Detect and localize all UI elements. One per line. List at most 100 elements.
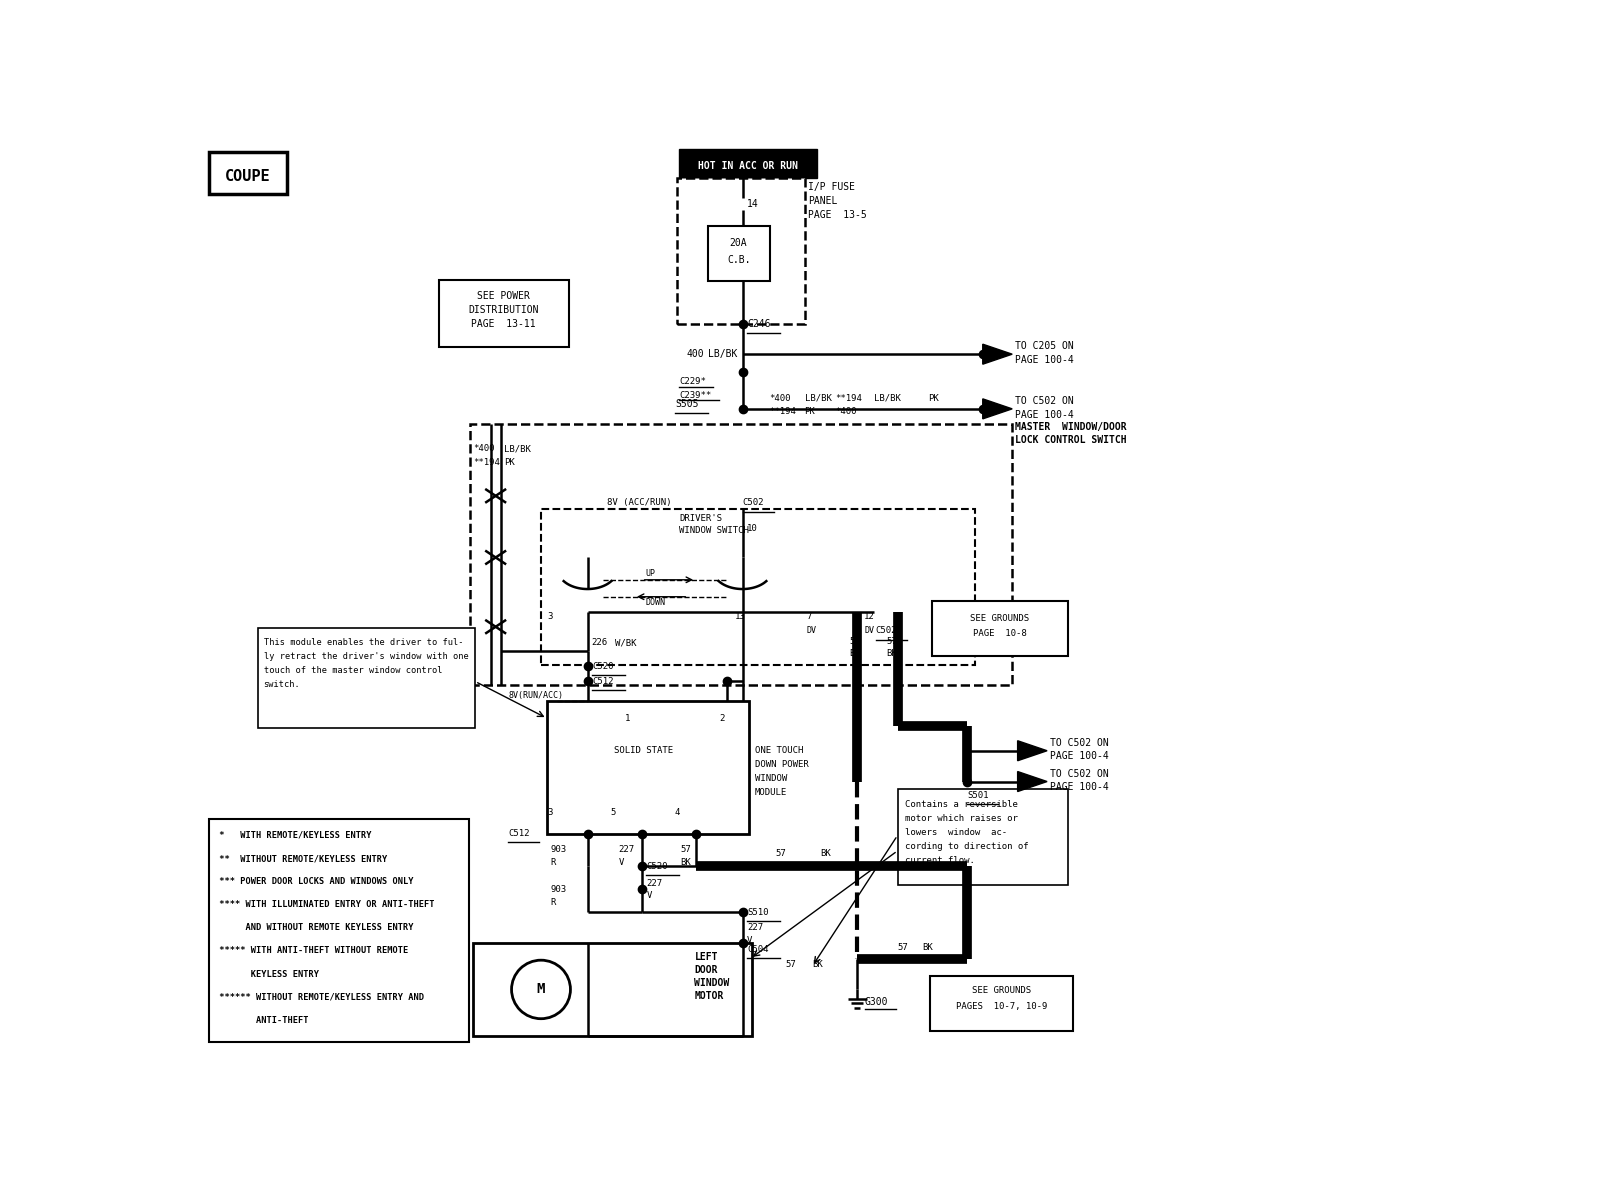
- Text: DOOR: DOOR: [694, 965, 718, 976]
- Text: PAGE  10-8: PAGE 10-8: [973, 629, 1027, 639]
- Text: PAGE 100-4: PAGE 100-4: [1016, 410, 1074, 420]
- Text: 57: 57: [850, 637, 861, 646]
- Text: R: R: [550, 897, 555, 907]
- Text: 12: 12: [864, 612, 875, 621]
- Text: Contains a reversible: Contains a reversible: [906, 800, 1018, 810]
- Text: DOWN: DOWN: [646, 598, 666, 608]
- Text: W/BK: W/BK: [614, 639, 637, 647]
- Text: PAGE 100-4: PAGE 100-4: [1016, 355, 1074, 366]
- Text: **194: **194: [770, 407, 797, 415]
- Text: LB/BK: LB/BK: [874, 394, 901, 402]
- Polygon shape: [982, 399, 1013, 419]
- Polygon shape: [982, 344, 1013, 364]
- Text: *400: *400: [770, 394, 790, 402]
- Text: 226: 226: [592, 639, 608, 647]
- Polygon shape: [1018, 741, 1046, 761]
- Text: 8V (ACC/RUN): 8V (ACC/RUN): [606, 499, 672, 507]
- Text: C502: C502: [875, 626, 898, 635]
- Text: ONE TOUCH: ONE TOUCH: [755, 747, 803, 755]
- Bar: [898, 789, 1069, 886]
- Text: 3: 3: [547, 808, 552, 817]
- Text: C229*: C229*: [678, 376, 706, 386]
- Text: COUPE: COUPE: [226, 169, 270, 184]
- Text: LEFT: LEFT: [694, 952, 718, 963]
- Text: PANEL: PANEL: [808, 196, 838, 207]
- Text: SEE GROUNDS: SEE GROUNDS: [970, 614, 1029, 623]
- Text: 57: 57: [886, 637, 898, 646]
- Text: BK: BK: [850, 649, 861, 659]
- Text: V: V: [646, 891, 651, 900]
- Text: WINDOW SWITCH: WINDOW SWITCH: [678, 526, 749, 535]
- Text: *** POWER DOOR LOCKS AND WINDOWS ONLY: *** POWER DOOR LOCKS AND WINDOWS ONLY: [214, 877, 413, 887]
- Text: PAGE 100-4: PAGE 100-4: [1050, 751, 1109, 761]
- Text: 5: 5: [611, 808, 616, 817]
- Text: E: E: [1024, 745, 1029, 756]
- Text: 227: 227: [646, 878, 662, 888]
- Text: SOLID STATE: SOLID STATE: [614, 747, 674, 755]
- Bar: [541, 509, 974, 665]
- Text: SEE POWER: SEE POWER: [477, 292, 530, 301]
- Text: 1: 1: [624, 713, 630, 723]
- Text: C246: C246: [747, 319, 771, 329]
- Text: G300: G300: [866, 997, 888, 1007]
- Text: MOTOR: MOTOR: [694, 991, 723, 1002]
- Text: TO C502 ON: TO C502 ON: [1050, 738, 1109, 748]
- Text: C: C: [989, 349, 994, 360]
- Text: KEYLESS ENTRY: KEYLESS ENTRY: [214, 970, 318, 978]
- Bar: [470, 424, 1013, 685]
- Bar: [474, 944, 752, 1035]
- Text: DOWN POWER: DOWN POWER: [755, 760, 808, 769]
- Text: R: R: [550, 858, 555, 867]
- Text: TO C502 ON: TO C502 ON: [1016, 396, 1074, 406]
- Text: C520: C520: [592, 661, 614, 671]
- Text: *   WITH REMOTE/KEYLESS ENTRY: * WITH REMOTE/KEYLESS ENTRY: [214, 831, 371, 840]
- Text: LB/BK: LB/BK: [707, 349, 738, 360]
- Text: PAGE  13-11: PAGE 13-11: [472, 319, 536, 329]
- Text: D: D: [989, 404, 994, 414]
- Text: 57: 57: [680, 845, 691, 853]
- Text: 903: 903: [550, 884, 566, 894]
- Bar: [930, 976, 1074, 1032]
- Text: WINDOW: WINDOW: [694, 978, 730, 989]
- Text: 7: 7: [806, 612, 811, 621]
- Text: C.B.: C.B.: [726, 255, 750, 265]
- Text: 3: 3: [547, 612, 552, 621]
- Text: motor which raises or: motor which raises or: [906, 814, 1018, 823]
- Text: TO C205 ON: TO C205 ON: [1016, 342, 1074, 351]
- Text: touch of the master window control: touch of the master window control: [264, 666, 442, 675]
- Text: This module enables the driver to ful-: This module enables the driver to ful-: [264, 639, 462, 647]
- Text: ANTI-THEFT: ANTI-THEFT: [214, 1016, 309, 1024]
- Text: **  WITHOUT REMOTE/KEYLESS ENTRY: ** WITHOUT REMOTE/KEYLESS ENTRY: [214, 853, 387, 863]
- Text: S501: S501: [968, 791, 989, 800]
- Text: LB/BK: LB/BK: [805, 394, 832, 402]
- Text: C512: C512: [509, 830, 530, 838]
- Bar: [707, 226, 770, 281]
- Text: ****** WITHOUT REMOTE/KEYLESS ENTRY AND: ****** WITHOUT REMOTE/KEYLESS ENTRY AND: [214, 992, 424, 1002]
- Text: 903: 903: [550, 845, 566, 853]
- Text: BK: BK: [819, 850, 830, 858]
- Text: F: F: [1024, 776, 1029, 787]
- Text: BK: BK: [680, 858, 691, 867]
- Bar: [678, 148, 818, 178]
- Text: SEE GROUNDS: SEE GROUNDS: [971, 986, 1030, 996]
- Text: 227: 227: [619, 845, 635, 853]
- Text: PAGES  10-7, 10-9: PAGES 10-7, 10-9: [955, 1002, 1046, 1011]
- Text: 227: 227: [747, 923, 763, 932]
- Text: *400: *400: [474, 444, 494, 453]
- Text: AND WITHOUT REMOTE KEYLESS ENTRY: AND WITHOUT REMOTE KEYLESS ENTRY: [214, 923, 413, 932]
- Text: BK: BK: [922, 942, 933, 952]
- Text: switch.: switch.: [264, 680, 301, 688]
- Text: I/P FUSE: I/P FUSE: [808, 182, 856, 192]
- Text: M: M: [538, 983, 546, 996]
- Text: 57: 57: [786, 960, 797, 970]
- Text: WINDOW: WINDOW: [755, 774, 787, 783]
- Text: TO C502 ON: TO C502 ON: [1050, 769, 1109, 779]
- Text: UP: UP: [646, 569, 656, 578]
- Text: 10: 10: [747, 525, 758, 533]
- Text: 57: 57: [774, 850, 786, 858]
- Text: PK: PK: [928, 394, 939, 402]
- Text: C502: C502: [742, 499, 765, 507]
- Text: **194: **194: [474, 458, 499, 468]
- Text: V: V: [619, 858, 624, 867]
- Text: PAGE  13-5: PAGE 13-5: [808, 210, 867, 220]
